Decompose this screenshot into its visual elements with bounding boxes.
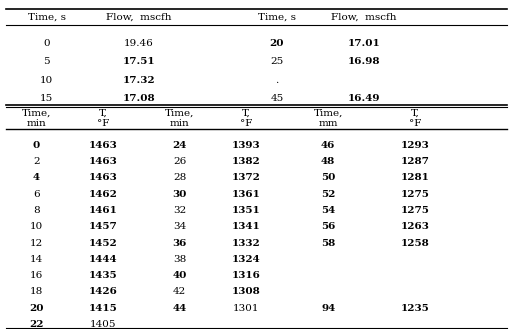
Text: 1405: 1405 — [90, 320, 116, 329]
Text: 40: 40 — [172, 271, 187, 280]
Text: 10: 10 — [40, 76, 53, 85]
Text: 1263: 1263 — [401, 222, 429, 231]
Text: 16.98: 16.98 — [348, 57, 380, 66]
Text: 54: 54 — [321, 206, 336, 215]
Text: 32: 32 — [173, 206, 186, 215]
Text: 48: 48 — [321, 157, 336, 166]
Text: 1235: 1235 — [401, 304, 429, 313]
Text: 1457: 1457 — [89, 222, 117, 231]
Text: 45: 45 — [270, 94, 284, 103]
Text: 1258: 1258 — [401, 239, 429, 247]
Text: Time, s: Time, s — [258, 12, 296, 21]
Text: 1308: 1308 — [232, 288, 261, 296]
Text: Flow,  mscfh: Flow, mscfh — [106, 12, 171, 21]
Text: 46: 46 — [321, 141, 336, 150]
Text: 1332: 1332 — [232, 239, 261, 247]
Text: 0: 0 — [44, 39, 50, 48]
Text: min: min — [170, 119, 190, 128]
Text: 0: 0 — [33, 141, 40, 150]
Text: 12: 12 — [30, 239, 43, 247]
Text: 1301: 1301 — [233, 304, 260, 313]
Text: 38: 38 — [173, 255, 186, 264]
Text: 42: 42 — [173, 288, 186, 296]
Text: 26: 26 — [173, 157, 186, 166]
Text: 1382: 1382 — [232, 157, 261, 166]
Text: 2: 2 — [33, 157, 40, 166]
Text: .: . — [275, 76, 279, 85]
Text: T,: T, — [411, 109, 420, 118]
Text: 8: 8 — [33, 206, 40, 215]
Text: 1426: 1426 — [89, 288, 117, 296]
Text: 17.32: 17.32 — [123, 76, 155, 85]
Text: 20: 20 — [270, 39, 284, 48]
Text: 17.08: 17.08 — [123, 94, 155, 103]
Text: 10: 10 — [30, 222, 43, 231]
Text: 44: 44 — [173, 304, 187, 313]
Text: 5: 5 — [44, 57, 50, 66]
Text: 1463: 1463 — [89, 173, 117, 182]
Text: 20: 20 — [29, 304, 44, 313]
Text: 16.49: 16.49 — [348, 94, 380, 103]
Text: 56: 56 — [321, 222, 336, 231]
Text: 1275: 1275 — [401, 190, 429, 199]
Text: 4: 4 — [33, 173, 40, 182]
Text: 17.01: 17.01 — [348, 39, 380, 48]
Text: Flow,  mscfh: Flow, mscfh — [331, 12, 397, 21]
Text: 1293: 1293 — [401, 141, 429, 150]
Text: 22: 22 — [29, 320, 44, 329]
Text: 1316: 1316 — [232, 271, 261, 280]
Text: 58: 58 — [321, 239, 336, 247]
Text: 17.51: 17.51 — [123, 57, 155, 66]
Text: 1324: 1324 — [232, 255, 261, 264]
Text: 28: 28 — [173, 173, 186, 182]
Text: 1415: 1415 — [89, 304, 117, 313]
Text: 18: 18 — [30, 288, 43, 296]
Text: 36: 36 — [172, 239, 187, 247]
Text: T,: T, — [98, 109, 107, 118]
Text: Time,: Time, — [165, 109, 194, 118]
Text: mm: mm — [319, 119, 338, 128]
Text: Time, s: Time, s — [28, 12, 66, 21]
Text: 1361: 1361 — [232, 190, 261, 199]
Text: 24: 24 — [172, 141, 187, 150]
Text: 1461: 1461 — [89, 206, 117, 215]
Text: 15: 15 — [40, 94, 53, 103]
Text: min: min — [27, 119, 46, 128]
Text: 1372: 1372 — [232, 173, 261, 182]
Text: °F: °F — [240, 119, 252, 128]
Text: °F: °F — [409, 119, 421, 128]
Text: 1463: 1463 — [89, 141, 117, 150]
Text: 50: 50 — [321, 173, 336, 182]
Text: °F: °F — [97, 119, 109, 128]
Text: 1393: 1393 — [232, 141, 261, 150]
Text: 1462: 1462 — [89, 190, 117, 199]
Text: 19.46: 19.46 — [124, 39, 154, 48]
Text: 1444: 1444 — [89, 255, 117, 264]
Text: 34: 34 — [173, 222, 186, 231]
Text: 14: 14 — [30, 255, 43, 264]
Text: 1287: 1287 — [401, 157, 429, 166]
Text: 30: 30 — [172, 190, 187, 199]
Text: 1341: 1341 — [232, 222, 261, 231]
Text: Time,: Time, — [313, 109, 343, 118]
Text: 16: 16 — [30, 271, 43, 280]
Text: 52: 52 — [321, 190, 336, 199]
Text: 1435: 1435 — [89, 271, 117, 280]
Text: 1275: 1275 — [401, 206, 429, 215]
Text: 1452: 1452 — [89, 239, 117, 247]
Text: Time,: Time, — [22, 109, 51, 118]
Text: 1281: 1281 — [401, 173, 429, 182]
Text: 25: 25 — [270, 57, 284, 66]
Text: 1351: 1351 — [232, 206, 261, 215]
Text: 1463: 1463 — [89, 157, 117, 166]
Text: 6: 6 — [33, 190, 40, 199]
Text: 94: 94 — [321, 304, 336, 313]
Text: T,: T, — [242, 109, 251, 118]
